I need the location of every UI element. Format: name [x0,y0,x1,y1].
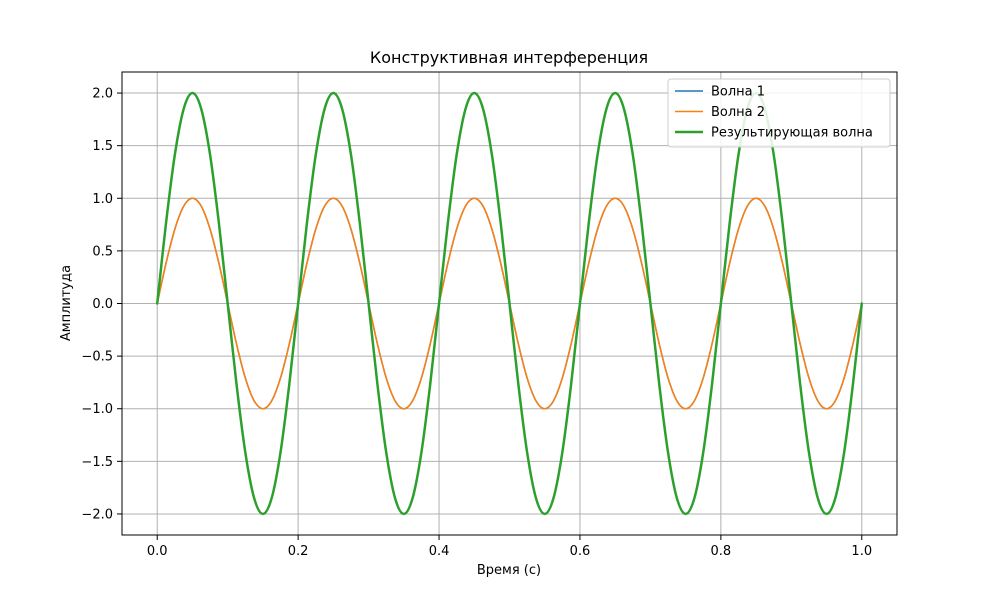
plot-area [121,71,898,536]
y-axis-ticks: −2.0 −1.5 −1.0 −0.5 0.0 0.5 1.0 1.5 2.0 [81,87,122,522]
x-tick-label: 1.0 [851,544,872,559]
x-axis-ticks: 0.0 0.2 0.4 0.6 0.8 1.0 [147,535,872,559]
y-tick-label: −1.0 [81,402,113,417]
x-axis-label: Время (с) [477,563,541,578]
y-tick-label: −1.5 [81,455,113,470]
chart-title: Конструктивная интерференция [370,48,648,67]
y-tick-label: −2.0 [81,507,113,522]
y-tick-label: 1.5 [92,139,113,154]
y-tick-label: 0.5 [92,244,113,259]
y-tick-label: −0.5 [81,350,113,365]
y-tick-label: 0.0 [92,297,113,312]
legend-label-2: Волна 2 [711,105,765,120]
x-tick-label: 0.0 [147,544,168,559]
x-tick-label: 0.2 [288,544,309,559]
y-tick-label: 2.0 [92,87,113,102]
legend: Волна 1 Волна 2 Результирующая волна [667,78,891,148]
legend-label-1: Волна 1 [711,85,765,100]
x-tick-label: 0.6 [570,544,591,559]
legend-box [667,78,891,148]
x-tick-label: 0.8 [711,544,732,559]
x-tick-label: 0.4 [429,544,450,559]
y-axis-label: Амплитуда [59,265,74,341]
legend-items: Волна 1 Волна 2 Результирующая волна [675,85,873,141]
legend-label-3: Результирующая волна [711,126,873,141]
y-tick-label: 1.0 [92,192,113,207]
